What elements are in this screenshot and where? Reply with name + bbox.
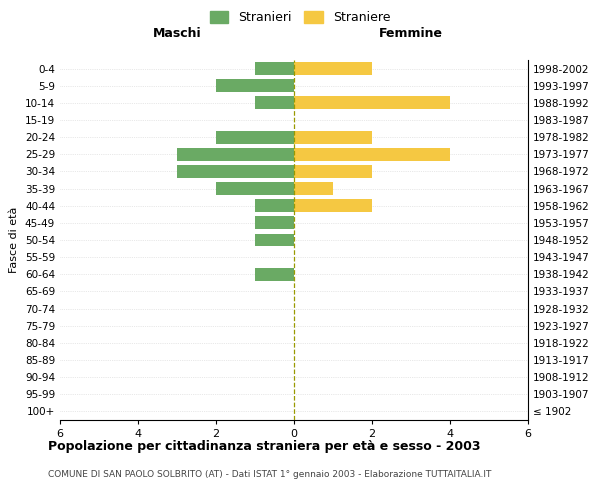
Bar — [177, 165, 294, 178]
Bar — [216, 130, 294, 143]
Bar — [294, 96, 450, 110]
Bar — [294, 148, 450, 160]
Bar — [294, 182, 333, 195]
Bar — [255, 216, 294, 230]
Bar — [294, 130, 372, 143]
Bar — [255, 268, 294, 280]
Bar — [294, 165, 372, 178]
Bar — [255, 62, 294, 75]
Bar — [255, 234, 294, 246]
Text: COMUNE DI SAN PAOLO SOLBRITO (AT) - Dati ISTAT 1° gennaio 2003 - Elaborazione TU: COMUNE DI SAN PAOLO SOLBRITO (AT) - Dati… — [48, 470, 491, 479]
Bar — [255, 96, 294, 110]
Bar — [255, 200, 294, 212]
Bar — [216, 182, 294, 195]
Text: Popolazione per cittadinanza straniera per età e sesso - 2003: Popolazione per cittadinanza straniera p… — [48, 440, 481, 453]
Bar — [294, 200, 372, 212]
Y-axis label: Fasce di età: Fasce di età — [10, 207, 19, 273]
Legend: Stranieri, Straniere: Stranieri, Straniere — [205, 6, 395, 29]
Text: Femmine: Femmine — [379, 27, 443, 40]
Bar — [294, 62, 372, 75]
Text: Maschi: Maschi — [152, 27, 202, 40]
Bar — [216, 80, 294, 92]
Bar — [177, 148, 294, 160]
